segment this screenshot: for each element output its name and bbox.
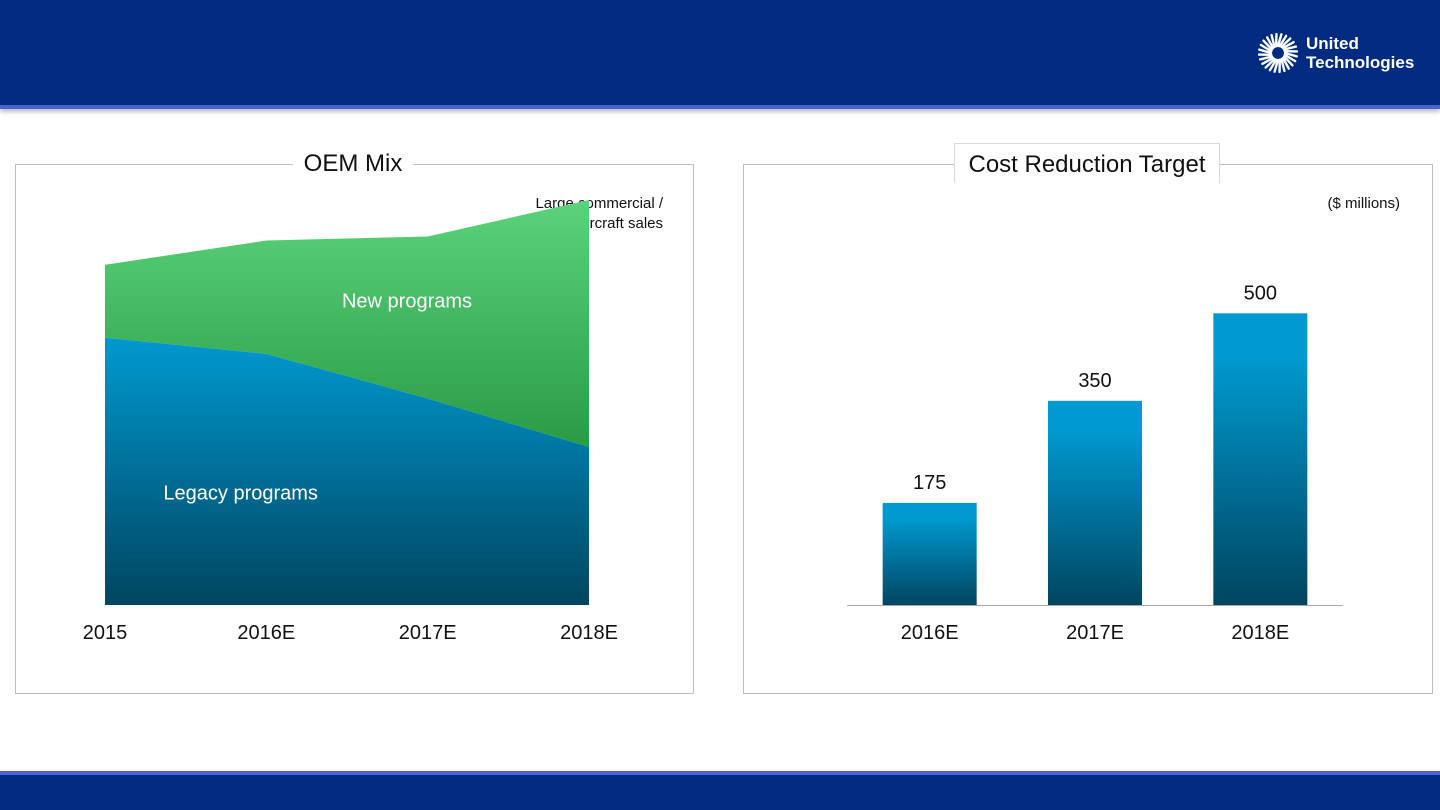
bar — [882, 502, 977, 605]
x-tick-label: 2016E — [901, 622, 959, 644]
x-tick-label: 2017E — [399, 622, 457, 644]
bar-data-label: 350 — [1078, 370, 1111, 392]
series-label-new-programs: New programs — [342, 290, 472, 312]
x-tick-label: 2018E — [1231, 622, 1289, 644]
cost-reduction-title: Cost Reduction Target — [954, 143, 1220, 183]
bar — [1213, 313, 1308, 605]
x-tick-label: 2017E — [1066, 622, 1124, 644]
new-programs-area — [105, 200, 589, 448]
legacy-programs-area — [105, 337, 589, 605]
footer-bar — [0, 771, 1440, 810]
header-bar: United Technologies — [0, 0, 1440, 109]
cost-reduction-bar-chart: 175 2016E 350 2017E 500 2018E — [847, 282, 1343, 644]
cost-reduction-unit-note: ($ millions) — [1327, 195, 1400, 212]
sunburst-logo-icon — [1258, 33, 1298, 73]
series-label-legacy-programs: Legacy programs — [163, 482, 318, 504]
oem-mix-title: OEM Mix — [293, 143, 413, 183]
oem-mix-area-chart: New programs Legacy programs 2015 2016E 2017… — [83, 200, 618, 644]
x-tick-label: 2018E — [560, 622, 618, 644]
bar — [1048, 400, 1142, 605]
x-tick-label: 2015 — [83, 622, 128, 644]
bar-data-label: 175 — [913, 472, 946, 494]
logo-line-2: Technologies — [1306, 53, 1415, 72]
company-logo: United Technologies — [1258, 33, 1428, 75]
x-tick-label: 2016E — [237, 622, 295, 644]
logo-line-1: United — [1306, 34, 1359, 53]
bar-data-label: 500 — [1244, 282, 1277, 304]
